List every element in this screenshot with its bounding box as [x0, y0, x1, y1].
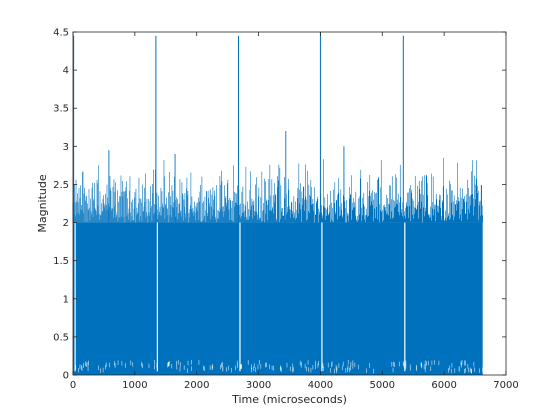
series-layer	[72, 32, 483, 375]
y-tick-label: 4.5	[53, 28, 69, 39]
y-tick-label: 3.5	[53, 104, 69, 115]
x-tick-label: 0	[70, 380, 76, 391]
y-tick-label: 1	[63, 294, 69, 305]
x-tick-label: 7000	[493, 380, 518, 391]
y-tick-label: 2	[63, 218, 69, 229]
x-tick-label: 1000	[122, 380, 147, 391]
x-tick-label: 3000	[246, 380, 271, 391]
y-tick-label: 0	[63, 371, 69, 382]
x-tick-label: 6000	[431, 380, 456, 391]
y-axis: 0 0.5 1 1.5 2 2.5 3 3.5 4 4.5	[53, 28, 506, 382]
y-tick-label: 0.5	[53, 332, 69, 343]
x-tick-label: 4000	[308, 380, 333, 391]
axes-box	[72, 31, 507, 376]
y-axis-label: Magnitude	[36, 174, 49, 233]
x-tick-label: 5000	[370, 380, 395, 391]
x-tick-label: 2000	[184, 380, 209, 391]
x-axis: 0 1000 2000 3000 4000 5000 6000 7000	[70, 32, 519, 391]
y-tick-label: 2.5	[53, 180, 69, 191]
signal-band	[73, 222, 483, 375]
x-axis-label: Time (microseconds)	[231, 393, 347, 406]
y-tick-label: 1.5	[53, 256, 69, 267]
y-tick-label: 4	[63, 66, 69, 77]
y-tick-label: 3	[63, 142, 69, 153]
